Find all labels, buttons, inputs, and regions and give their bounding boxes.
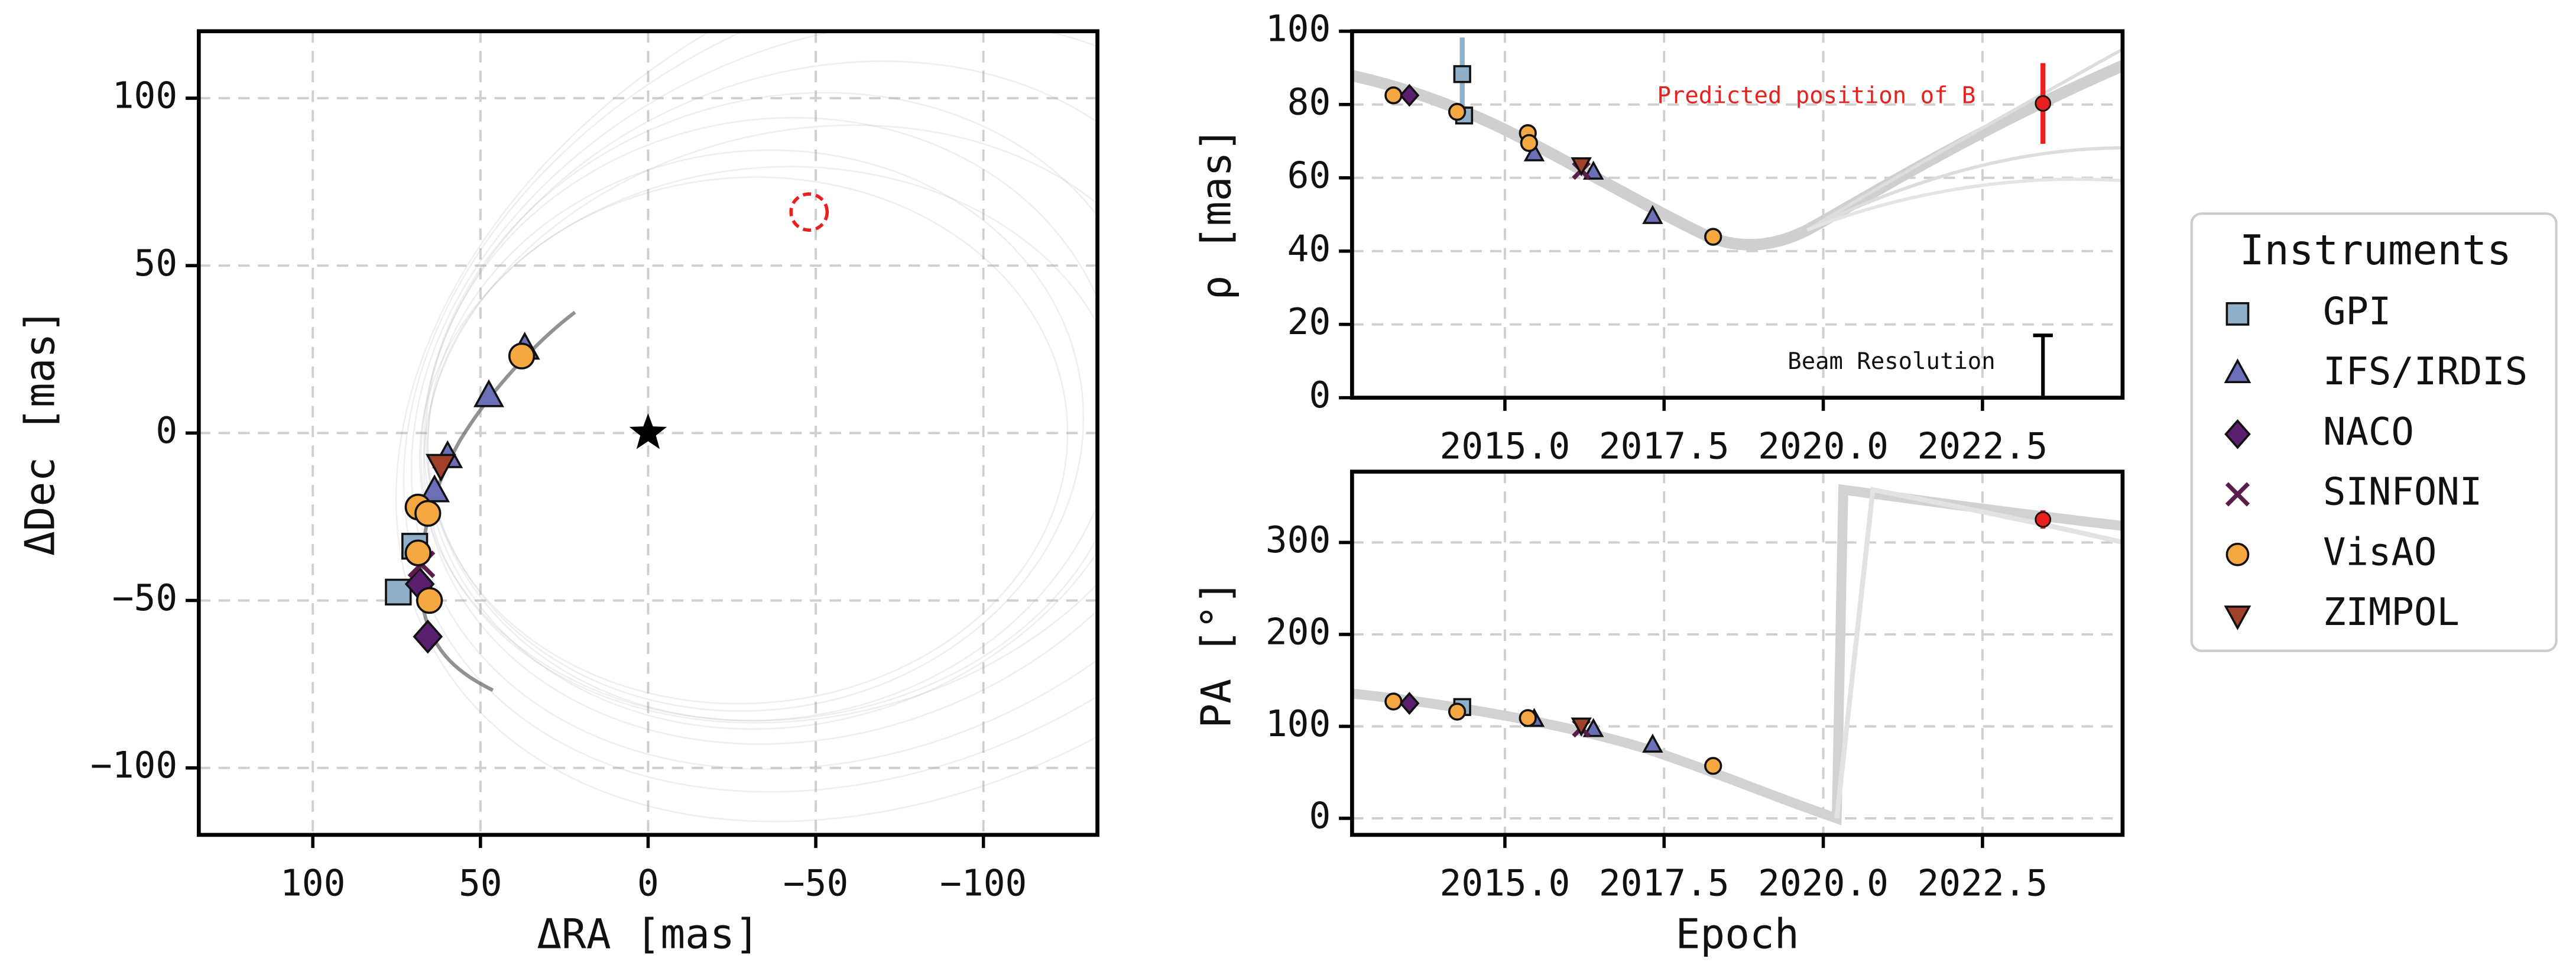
y-axis-label: ΔDec [mas] (17, 309, 64, 556)
legend-label: VisAO (2323, 530, 2437, 574)
legend-label: NACO (2323, 410, 2414, 454)
marker (1399, 83, 1420, 107)
x-tick-label: 2020.0 (1758, 863, 1889, 905)
y-tick-label: 20 (1287, 301, 1331, 343)
predicted-point (2035, 95, 2052, 112)
marker (1384, 86, 1403, 105)
y-tick-label: 0 (1309, 795, 1331, 837)
x-tick-label: 2020.0 (1758, 425, 1889, 467)
marker (1642, 205, 1663, 224)
y-tick-label: −100 (90, 744, 177, 786)
y-tick-label: −50 (112, 577, 177, 619)
y-axis-label: ρ [mas] (1193, 127, 1240, 300)
axes-frame (1350, 469, 2125, 837)
legend-label: IFS/IRDIS (2323, 350, 2528, 394)
host-star (629, 413, 667, 449)
marker (1448, 103, 1467, 121)
legend-title: Instruments (2240, 227, 2512, 274)
marker (1582, 718, 1604, 737)
legend-marker (2224, 419, 2251, 449)
marker (1704, 228, 1722, 246)
y-tick-label: 0 (1309, 374, 1331, 416)
x-tick-label: 2015.0 (1440, 863, 1571, 905)
legend-marker (2225, 302, 2250, 326)
marker (1448, 702, 1467, 721)
mark-layer: 100 50 0 −50 −100 −100 −50 0 50 100 ΔRA [mas] ΔDec … (17, 8, 2053, 958)
marker (1399, 692, 1420, 715)
marker (1571, 717, 1592, 737)
y-tick-label: 0 (155, 410, 177, 452)
marker (1520, 134, 1539, 152)
axes-frame (196, 29, 1099, 837)
x-tick-label: 2017.5 (1599, 425, 1730, 467)
legend-box (2190, 212, 2558, 652)
legend-marker (2225, 482, 2250, 507)
y-tick-label: 60 (1287, 154, 1331, 196)
marker (1704, 757, 1722, 775)
marker (1571, 157, 1592, 177)
marker (508, 342, 536, 370)
predicted-label: Predicted position of B (1657, 82, 1976, 109)
marker (416, 587, 443, 614)
x-tick-label: 2022.5 (1917, 425, 2048, 467)
x-tick-label: 2015.0 (1440, 425, 1571, 467)
x-tick-label: 100 (280, 863, 345, 905)
marker (473, 379, 504, 407)
beam-label: Beam Resolution (1787, 348, 1995, 375)
marker (413, 619, 443, 654)
marker (425, 454, 456, 482)
y-tick-label: 100 (1266, 8, 1331, 50)
legend-label: GPI (2323, 290, 2391, 333)
y-axis-label: PA [°] (1193, 580, 1240, 728)
x-tick-label: −100 (940, 863, 1027, 905)
y-tick-label: 50 (134, 242, 178, 284)
y-tick-label: 100 (1266, 703, 1331, 745)
x-tick-label: 2017.5 (1599, 863, 1730, 905)
x-tick-label: 50 (459, 863, 502, 905)
legend-marker (2224, 358, 2251, 383)
pa-tracks (1352, 484, 2123, 825)
beam-bar (2033, 333, 2053, 398)
marker (1582, 160, 1604, 180)
legend-marker (2225, 542, 2250, 566)
y-tick-label: 200 (1266, 611, 1331, 653)
x-axis-label: ΔRA [mas] (537, 911, 759, 958)
marker (414, 500, 442, 527)
x-tick-label: 2022.5 (1917, 863, 2048, 905)
marker (1523, 142, 1545, 161)
marker (419, 474, 450, 503)
y-tick-label: 100 (112, 75, 177, 117)
predicted-point (2035, 511, 2052, 528)
x-axis-label: Epoch (1676, 911, 1799, 958)
y-tick-label: 300 (1266, 519, 1331, 561)
marker (404, 539, 432, 566)
marker (1519, 709, 1537, 727)
marker (1453, 65, 1471, 83)
x-tick-label: 0 (637, 863, 659, 905)
marker (1642, 733, 1663, 753)
legend-marker (2224, 605, 2251, 630)
axes-frame (1350, 29, 2125, 400)
legend-label: ZIMPOL (2323, 591, 2460, 634)
y-tick-label: 80 (1287, 81, 1331, 123)
y-tick-label: 40 (1287, 228, 1331, 270)
x-tick-label: −50 (783, 863, 848, 905)
legend-label: SINFONI (2323, 471, 2482, 514)
predicted-marker (789, 192, 829, 232)
marker (1384, 692, 1403, 711)
